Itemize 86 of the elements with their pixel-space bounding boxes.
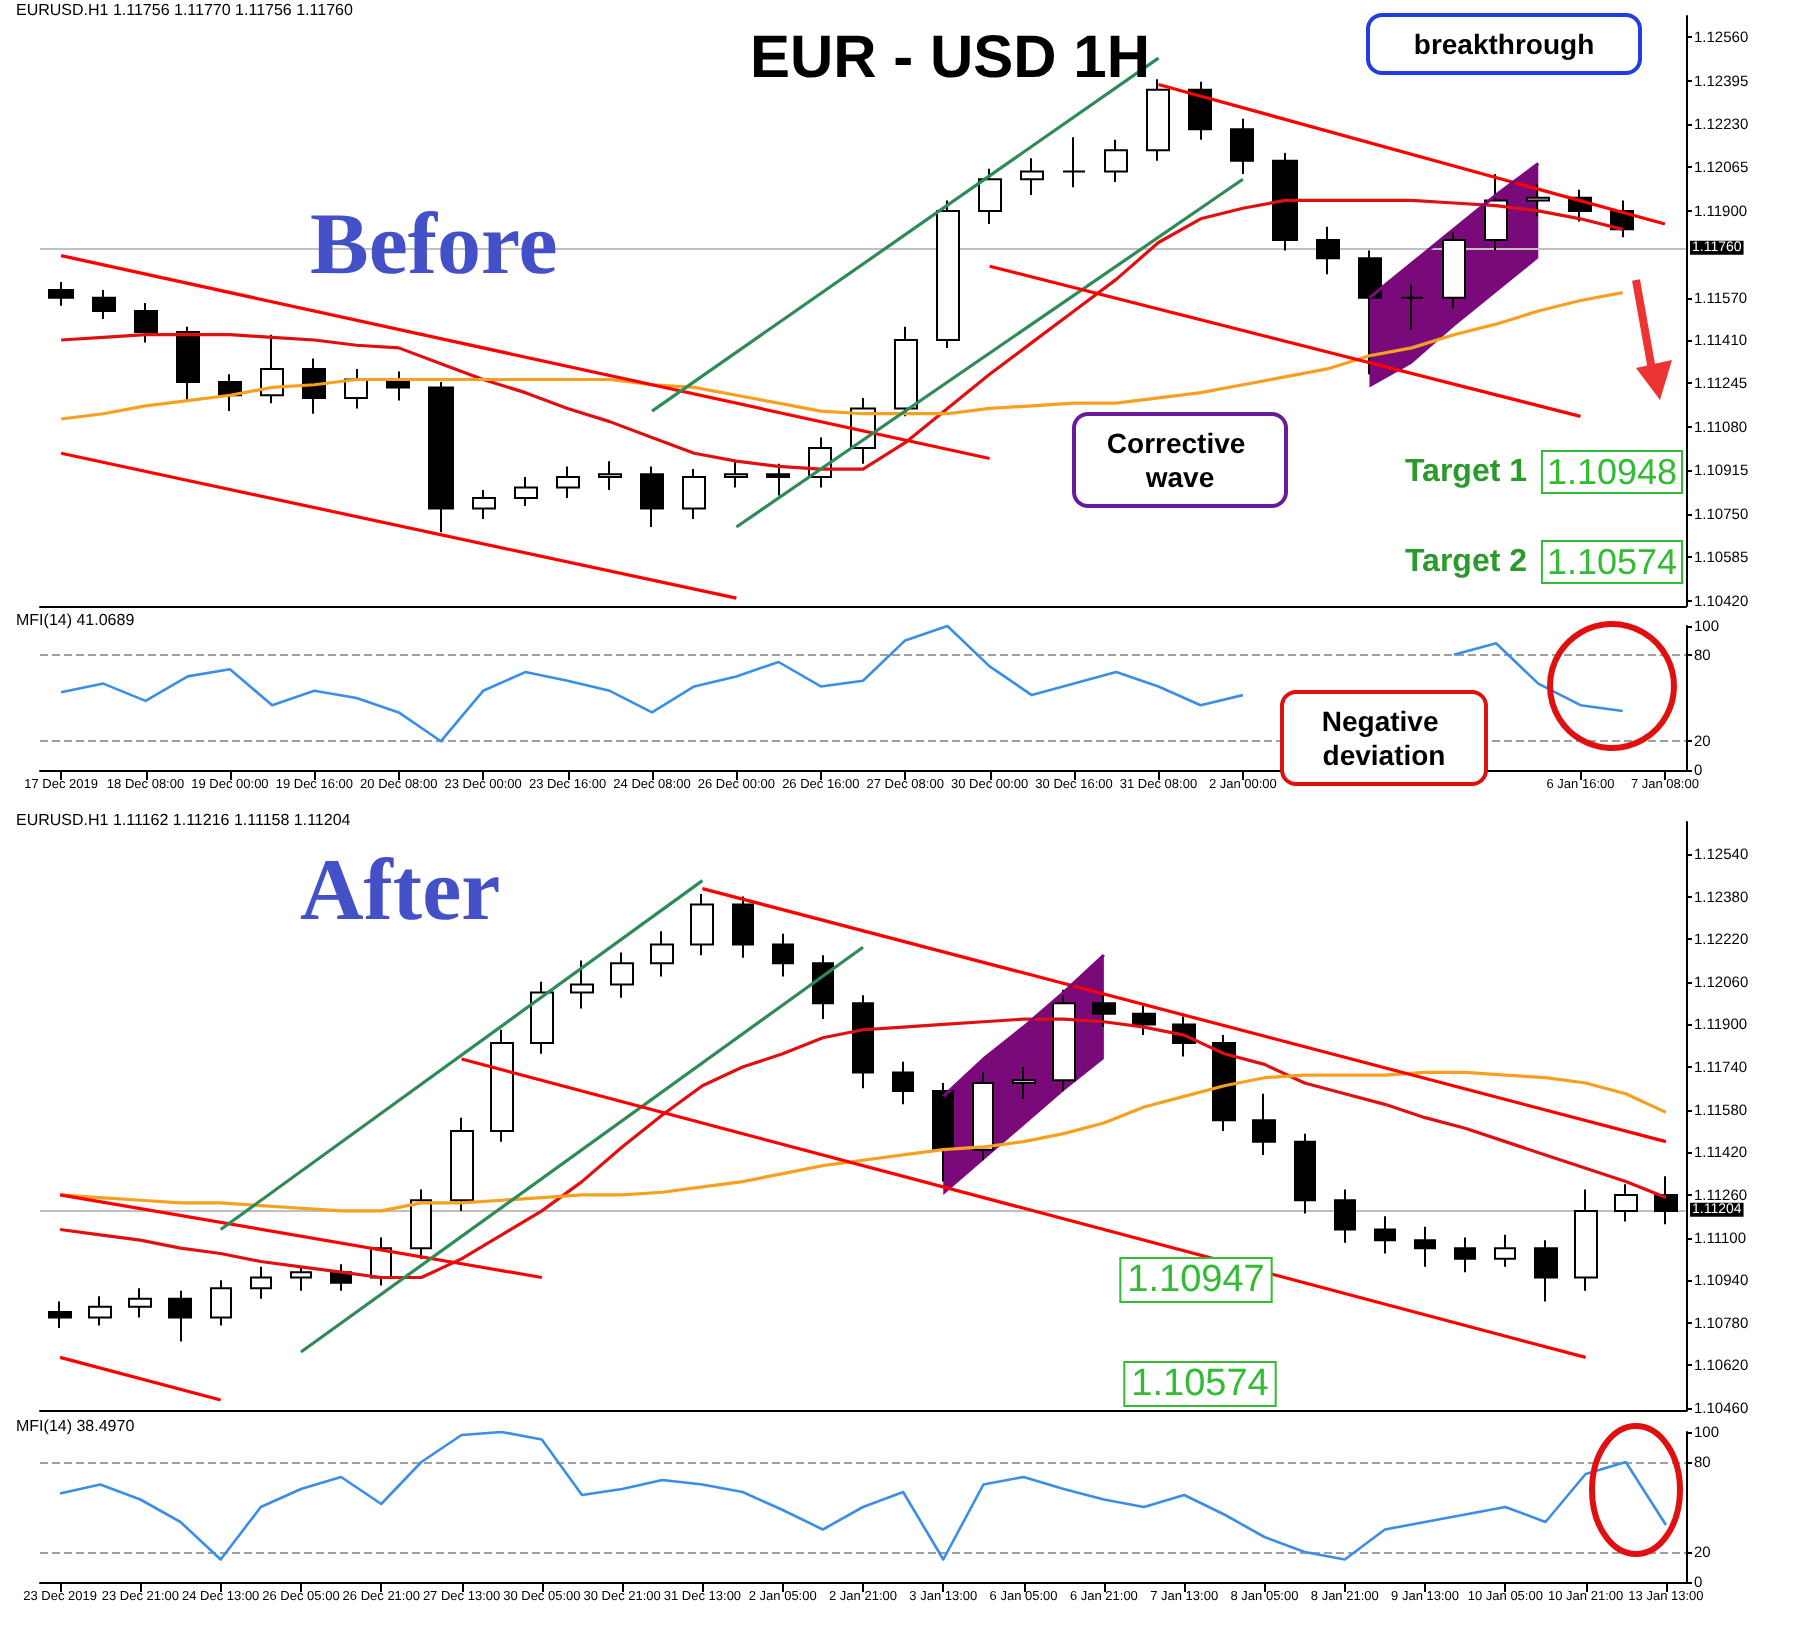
candlestick xyxy=(650,930,674,978)
candlestick xyxy=(1294,1132,1316,1215)
candlestick xyxy=(48,281,74,307)
candlestick xyxy=(1374,1215,1396,1255)
candlestick xyxy=(892,1060,914,1106)
candlestick xyxy=(1052,988,1076,1093)
annotation: After xyxy=(300,841,501,939)
candlestick xyxy=(1334,1188,1356,1244)
candlestick xyxy=(530,980,554,1055)
candlestick xyxy=(1062,136,1086,189)
candlestick xyxy=(290,1265,312,1292)
candlestick xyxy=(1494,1233,1516,1268)
candlestick xyxy=(570,959,594,1010)
candlestick xyxy=(1454,1236,1476,1274)
candlestick xyxy=(1104,138,1128,183)
candlestick xyxy=(1212,1034,1236,1132)
candlestick xyxy=(724,460,748,489)
annotation: Before xyxy=(310,195,558,293)
candlestick xyxy=(1574,1188,1598,1292)
chart-title: MFI(14) 41.0689 xyxy=(16,611,136,629)
candlestick xyxy=(1654,1175,1678,1226)
candlestick xyxy=(1012,1066,1036,1101)
candlestick xyxy=(1614,1183,1638,1223)
candlestick xyxy=(894,325,918,418)
candlestick xyxy=(732,895,754,959)
candlestick xyxy=(772,932,794,978)
line-series xyxy=(59,290,1625,421)
candlestick xyxy=(1358,249,1382,376)
annotation: 1.10947 xyxy=(1127,1259,1265,1301)
candlestick xyxy=(490,1028,514,1143)
candlestick xyxy=(1132,1004,1156,1037)
candlestick xyxy=(1534,1239,1558,1303)
candlestick xyxy=(640,465,664,528)
candlestick xyxy=(128,1287,152,1319)
annotation: 1.10574 xyxy=(1131,1363,1270,1405)
candlestick xyxy=(1146,78,1170,162)
candlestick xyxy=(978,167,1002,226)
candlestick xyxy=(218,373,242,413)
candlestick xyxy=(410,1188,432,1260)
candlestick xyxy=(598,460,622,492)
candlestick xyxy=(972,1071,994,1162)
candlestick xyxy=(1188,80,1212,141)
candlestick xyxy=(932,1082,954,1183)
annotation: Target 2 xyxy=(1404,545,1528,579)
candlestick xyxy=(514,475,538,507)
candlestick xyxy=(472,489,496,521)
candlestick xyxy=(556,465,580,500)
chart-subtitle: EURUSD.H1 1.11756 1.11770 1.11756 1.11760 xyxy=(16,1,354,19)
candlestick xyxy=(134,302,158,344)
chart-subtitle: EURUSD.H1 1.11162 1.11216 1.11158 1.11204 xyxy=(16,811,352,829)
candlestick xyxy=(88,1295,112,1327)
candlestick xyxy=(168,1289,192,1343)
candlestick xyxy=(1526,183,1550,218)
candlestick xyxy=(428,381,454,534)
annotation: Target 1 xyxy=(1404,455,1528,489)
candlestick xyxy=(1414,1225,1436,1268)
candlestick xyxy=(936,199,960,349)
annotation: Corrective wave xyxy=(1106,427,1254,493)
candlestick xyxy=(1442,228,1466,310)
candlestick xyxy=(1272,151,1298,252)
candlestick xyxy=(852,994,874,1090)
candlestick xyxy=(682,468,706,521)
candlestick xyxy=(1400,283,1424,331)
candlestick xyxy=(1316,225,1340,276)
line-series xyxy=(58,1070,1668,1213)
candlestick xyxy=(92,288,116,320)
chart-title: EUR - USD 1H xyxy=(750,25,1151,91)
candlestick xyxy=(1252,1092,1276,1156)
candlestick xyxy=(812,954,834,1021)
candlestick xyxy=(766,462,790,497)
candlestick xyxy=(610,951,634,999)
candlestick xyxy=(176,325,200,402)
candlestick xyxy=(1092,994,1116,1029)
annotation: 1.10574 xyxy=(1546,542,1678,582)
candlestick xyxy=(690,892,714,957)
candlestick xyxy=(1020,157,1044,197)
annotation: 1.10948 xyxy=(1546,452,1678,492)
candlestick xyxy=(450,1116,474,1212)
candlestick xyxy=(48,1300,72,1330)
candlestick xyxy=(1230,117,1254,176)
annotation: Negative deviation xyxy=(1321,705,1447,771)
annotation: breakthrough xyxy=(1413,28,1595,60)
candlestick xyxy=(250,1265,272,1300)
candlestick xyxy=(210,1279,232,1327)
candlestick xyxy=(1484,173,1508,252)
chart-title: MFI(14) 38.4970 xyxy=(16,1417,136,1435)
